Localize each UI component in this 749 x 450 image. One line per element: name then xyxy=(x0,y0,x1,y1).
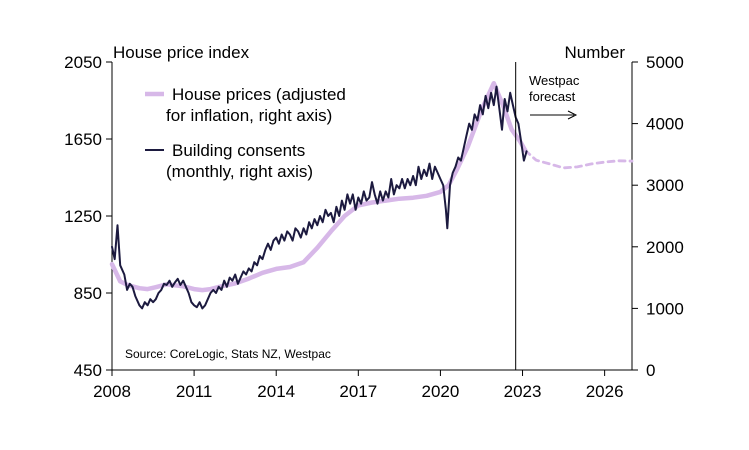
house-prices-forecast-line xyxy=(523,149,634,170)
left-tick-label: 450 xyxy=(74,361,102,380)
forecast-arrow-head xyxy=(567,110,578,120)
x-tick-label: 2008 xyxy=(93,382,131,401)
right-tick-label: 2000 xyxy=(646,238,684,257)
legend: House prices (adjusted for inflation, ri… xyxy=(145,85,346,181)
legend-label-building-consents-line2: (monthly, right axis) xyxy=(166,162,313,181)
x-tick-label: 2020 xyxy=(422,382,460,401)
left-tick-label: 1250 xyxy=(64,207,102,226)
legend-label-house-prices-line1: House prices (adjusted xyxy=(172,85,346,104)
forecast-label-line1: Westpac xyxy=(529,73,580,88)
x-tick-label: 2023 xyxy=(504,382,542,401)
x-tick-label: 2026 xyxy=(586,382,624,401)
left-tick-label: 2050 xyxy=(64,53,102,72)
building-consents-line xyxy=(111,85,528,310)
right-axis-title: Number xyxy=(565,43,626,62)
x-tick-label: 2014 xyxy=(257,382,295,401)
legend-label-house-prices-line2: for inflation, right axis) xyxy=(166,106,332,125)
source-note: Source: CoreLogic, Stats NZ, Westpac xyxy=(125,347,331,361)
right-tick-label: 1000 xyxy=(646,299,684,318)
right-tick-label: 5000 xyxy=(646,53,684,72)
left-tick-label: 850 xyxy=(74,284,102,303)
left-tick-label: 1650 xyxy=(64,130,102,149)
right-tick-label: 0 xyxy=(646,361,655,380)
x-tick-label: 2017 xyxy=(339,382,377,401)
series-layer xyxy=(109,80,634,310)
x-tick-label: 2011 xyxy=(176,382,213,401)
right-tick-label: 4000 xyxy=(646,115,684,134)
forecast-label-line2: forecast xyxy=(529,89,576,104)
right-tick-label: 3000 xyxy=(646,176,684,195)
axes: 450 850 1250 1650 2050 0 1000 2000 3000 4000 5000 2… xyxy=(64,53,684,401)
legend-label-building-consents-line1: Building consents xyxy=(172,141,305,160)
forecast-annotation: Westpac forecast xyxy=(515,62,580,370)
left-axis-title: House price index xyxy=(113,43,250,62)
